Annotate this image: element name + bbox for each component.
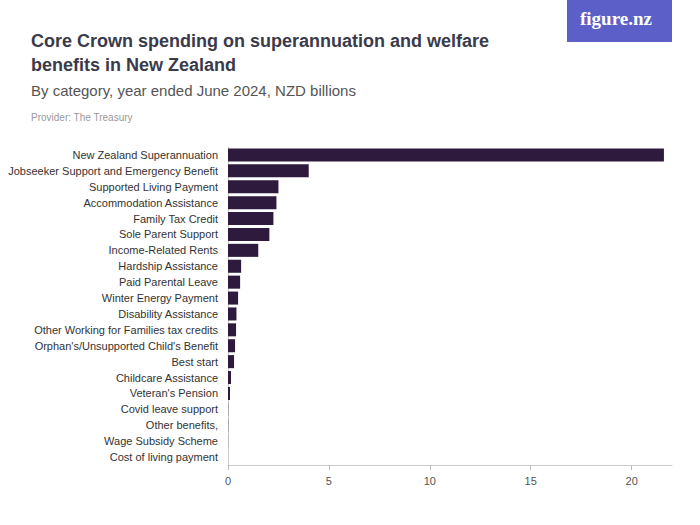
svg-text:20: 20 [626,475,638,487]
svg-text:Hardship Assistance: Hardship Assistance [118,260,218,272]
svg-text:benefits in New Zealand: benefits in New Zealand [31,55,236,75]
svg-text:10: 10 [424,475,436,487]
svg-text:Best start: Best start [172,356,218,368]
svg-text:15: 15 [525,475,537,487]
svg-text:Other benefits,: Other benefits, [146,419,218,431]
svg-text:5: 5 [326,475,332,487]
svg-text:Accommodation Assistance: Accommodation Assistance [83,197,218,209]
svg-text:Veteran's Pension: Veteran's Pension [130,387,218,399]
svg-text:Disability Assistance: Disability Assistance [118,308,218,320]
svg-text:Wage Subsidy Scheme: Wage Subsidy Scheme [104,435,218,447]
svg-text:By category, year ended June 2: By category, year ended June 2024, NZD b… [31,82,356,99]
svg-text:Other Working for Families tax: Other Working for Families tax credits [34,324,218,336]
svg-text:Sole Parent Support: Sole Parent Support [119,228,218,240]
svg-text:Jobseeker Support and Emergenc: Jobseeker Support and Emergency Benefit [8,165,218,177]
svg-text:Paid Parental Leave: Paid Parental Leave [119,276,218,288]
svg-text:figure.nz: figure.nz [580,8,653,29]
svg-text:Covid leave support: Covid leave support [121,403,218,415]
svg-text:Provider: The Treasury: Provider: The Treasury [31,112,133,123]
svg-text:New Zealand Superannuation: New Zealand Superannuation [72,149,218,161]
svg-text:Cost of living payment: Cost of living payment [110,451,218,463]
svg-text:0: 0 [225,475,231,487]
svg-text:Orphan's/Unsupported Child's B: Orphan's/Unsupported Child's Benefit [35,340,218,352]
svg-text:Childcare Assistance: Childcare Assistance [116,372,218,384]
svg-text:Income-Related Rents: Income-Related Rents [109,244,219,256]
svg-text:Family Tax Credit: Family Tax Credit [133,213,218,225]
svg-text:Winter Energy Payment: Winter Energy Payment [102,292,218,304]
svg-text:Core Crown spending on superan: Core Crown spending on superannuation an… [31,31,494,51]
svg-text:Supported Living Payment: Supported Living Payment [89,181,218,193]
